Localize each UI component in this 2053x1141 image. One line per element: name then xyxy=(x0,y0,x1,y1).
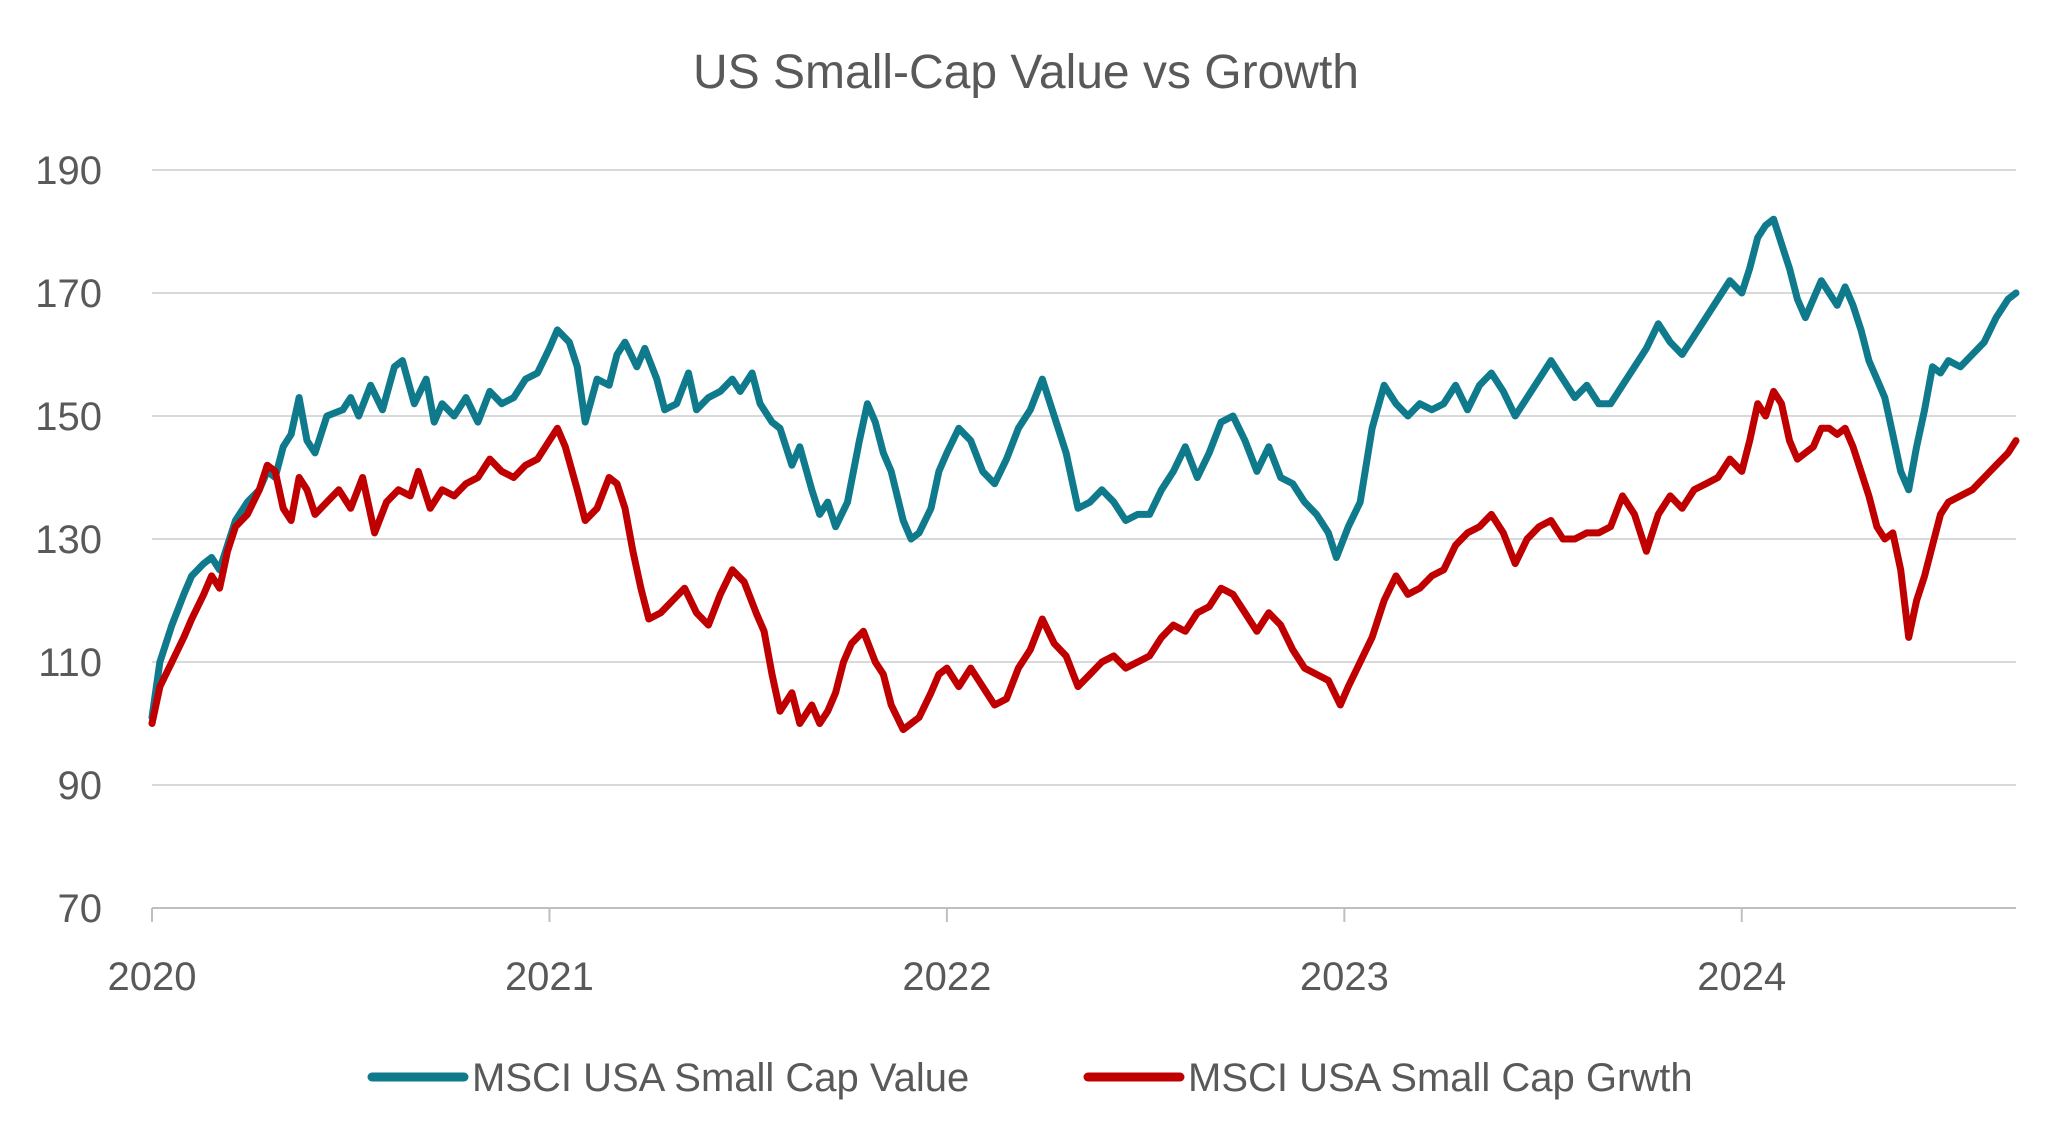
x-tick-label: 2023 xyxy=(1300,955,1389,999)
series-line-2 xyxy=(148,387,2020,734)
y-tick-label: 90 xyxy=(58,764,103,808)
x-tick-label: 2020 xyxy=(108,955,197,999)
y-tick-label: 130 xyxy=(35,518,102,562)
x-tick-label: 2022 xyxy=(902,955,991,999)
x-tick-label: 2024 xyxy=(1697,955,1786,999)
series-line-1 xyxy=(148,215,2020,721)
x-axis: 2020 2021 2022 2023 2024 xyxy=(108,907,2016,999)
legend: MSCI USA Small Cap Value MSCI USA Small C… xyxy=(367,1056,1693,1100)
chart-title: US Small-Cap Value vs Growth xyxy=(693,46,1359,99)
y-tick-label: 70 xyxy=(58,887,103,931)
x-tick-label: 2021 xyxy=(505,955,594,999)
legend-label-2: MSCI USA Small Cap Grwth xyxy=(1188,1056,1693,1100)
y-tick-label: 110 xyxy=(38,641,102,685)
gridlines xyxy=(152,169,2016,786)
y-tick-label: 190 xyxy=(35,149,102,193)
y-tick-label: 150 xyxy=(35,395,102,439)
y-axis-ticks: 70 90 110 130 150 170 190 xyxy=(35,149,102,931)
series-lines xyxy=(148,215,2020,734)
y-tick-label: 170 xyxy=(35,272,102,316)
legend-label-1: MSCI USA Small Cap Value xyxy=(472,1056,969,1100)
